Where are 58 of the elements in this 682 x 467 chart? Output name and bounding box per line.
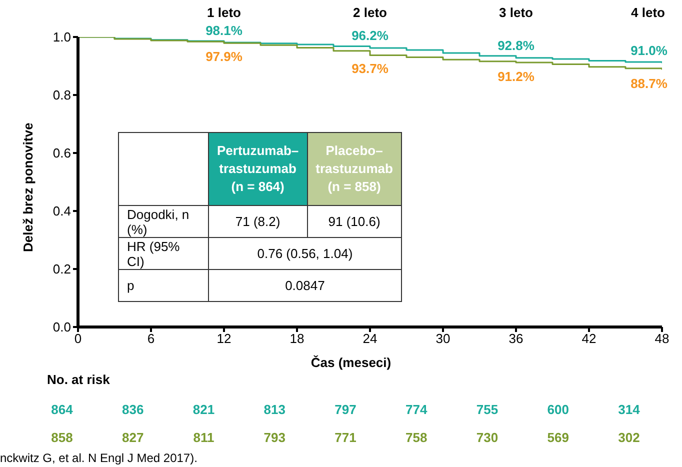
annotation: 97.9% [204,49,244,64]
annotation: 91.0% [630,43,668,58]
text: 811 [192,430,216,445]
text: 4 leto [630,5,666,20]
text: 858 [50,430,74,445]
text: 793 [262,430,286,445]
y-axis-title: Delež brez ponovitve [20,122,36,252]
y-tick-label: 0.4 [52,204,71,219]
y-tick-label: 0.6 [52,146,71,161]
text: 314 [617,402,641,417]
x-tick-label: 36 [508,331,524,346]
x-tick-label: 12 [216,331,232,346]
text: 730 [475,430,500,445]
y-tick-label: 0.0 [52,320,71,335]
y-tick-label: 0.8 [52,88,71,103]
text: 836 [121,402,145,417]
text: 827 [121,430,145,445]
text: 302 [617,430,641,445]
text: 813 [262,402,286,417]
x-tick-label: 18 [290,331,304,346]
annotation: Placebo–trastuzumab (n = 858) [307,132,402,206]
x-tick-label: 42 [582,331,596,346]
annotation: Pertuzumab–trastuzumab (n = 864) [208,132,308,206]
text: 771 [334,430,358,445]
annotation: HR (95% CI) [118,238,208,270]
annotation: Dogodki, n (%) [118,206,208,238]
x-tick-label: 48 [654,331,670,346]
annotation: 91.2% [496,68,536,84]
annotation: 98.1% [204,22,244,38]
text: 758 [404,430,428,445]
annotation: 92.8% [496,38,536,53]
y-tick-label: 0.2 [52,262,71,277]
text: 774 [404,402,428,417]
text: 821 [192,402,216,417]
text: 797 [334,402,358,417]
annotation: 0.76 (0.56, 1.04) [208,238,402,270]
x-tick-label: 6 [147,331,155,346]
annotation: 71 (8.2) [208,206,308,238]
text: 755 [475,402,500,417]
text: 3 leto [498,5,534,20]
text: 2 leto [352,5,388,20]
annotation: 96.2% [350,28,390,44]
text: nckwitz G, et al. N Engl J Med 2017). [0,451,198,465]
text: 864 [50,402,74,417]
y-tick-label: 1.0 [52,30,71,45]
text: No. at risk [47,372,110,387]
annotation: 91 (10.6) [307,206,402,238]
text: 600 [546,402,570,417]
x-axis-title: Čas (meseci) [310,355,392,370]
annotation: 88.7% [630,76,668,91]
x-tick-label: 0 [74,331,82,346]
annotation: 0.0847 [208,270,402,302]
x-tick-label: 24 [362,331,378,346]
annotation: 93.7% [350,61,390,76]
text: 1 leto [206,5,242,20]
text: 569 [546,430,570,445]
x-tick-label: 30 [436,331,450,346]
annotation: p [118,270,208,302]
